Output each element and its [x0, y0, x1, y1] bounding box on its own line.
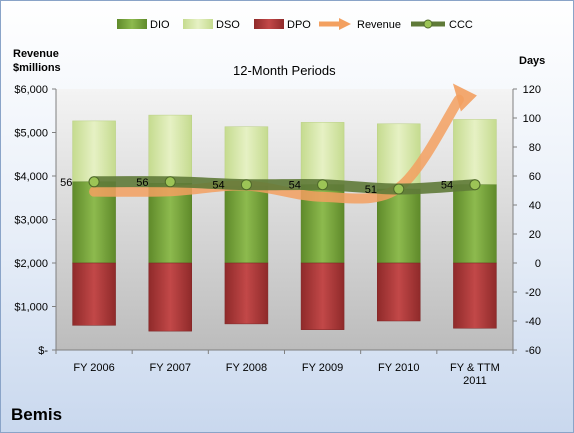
- dso-bar: [72, 120, 116, 183]
- dso-bar: [300, 122, 345, 185]
- legend-label: DSO: [216, 19, 240, 31]
- dpo-bar: [377, 262, 421, 322]
- right-axis-title: Days: [519, 55, 545, 67]
- dpo-bar: [148, 262, 192, 332]
- legend-swatch: [254, 19, 284, 29]
- ccc-point: [469, 179, 481, 191]
- x-tick-label: 2011: [463, 375, 487, 387]
- left-tick-label: $1,000: [14, 302, 48, 314]
- ccc-point: [317, 179, 329, 191]
- right-tick-label: 20: [529, 229, 541, 241]
- ccc-data-label: 56: [136, 177, 148, 189]
- dio-bar: [224, 185, 269, 264]
- dio-bar: [453, 184, 497, 264]
- x-tick-label: FY 2007: [150, 362, 191, 374]
- legend-label: DIO: [150, 19, 170, 31]
- left-axis-title-line-1: Revenue: [13, 48, 59, 60]
- right-tick-label: 0: [535, 258, 541, 270]
- axes: $- $1,000 $2,000 $3,000 $4,000 $5,000 $6,000 -6…: [14, 84, 541, 387]
- dpo-bar: [224, 262, 269, 325]
- x-tick-label: FY 2008: [226, 362, 267, 374]
- x-tick-label: FY 2010: [378, 362, 419, 374]
- dio-bar: [377, 188, 421, 264]
- revenue-line: [89, 94, 464, 204]
- right-tick-label: 60: [529, 171, 541, 183]
- ccc-data-label: 56: [60, 177, 72, 189]
- ccc-data-label: 51: [365, 184, 377, 196]
- right-tick-label: -20: [525, 287, 541, 299]
- legend-label: DPO: [287, 19, 311, 31]
- left-tick-label: $2,000: [14, 258, 48, 270]
- x-tick-label: FY 2006: [73, 362, 114, 374]
- dpo-bar: [300, 262, 345, 330]
- revenue-arrowhead: [452, 83, 477, 112]
- right-tick-label: -40: [525, 316, 541, 328]
- right-tick-label: -60: [525, 345, 541, 357]
- line-series: 56 56 54 54 51 54: [60, 83, 481, 204]
- ccc-data-label: 54: [441, 180, 453, 192]
- legend-swatch-arrow: [339, 18, 351, 30]
- chart-title: 12-Month Periods: [233, 63, 336, 78]
- legend: DIO DSO DPO Revenue CCC: [117, 18, 473, 31]
- dso-bar: [224, 126, 269, 187]
- legend-label: Revenue: [357, 19, 401, 31]
- left-tick-label: $6,000: [14, 84, 48, 96]
- ccc-data-label: 54: [212, 180, 224, 192]
- right-tick-label: 80: [529, 142, 541, 154]
- legend-swatch: [183, 19, 213, 29]
- ccc-point: [164, 176, 176, 188]
- left-tick-label: $5,000: [14, 128, 48, 140]
- right-tick-label: 100: [523, 113, 541, 125]
- legend-swatch: [117, 19, 147, 29]
- legend-label: CCC: [449, 19, 473, 31]
- left-axis-title-line-2: $millions: [13, 62, 61, 74]
- dso-bar: [453, 119, 497, 185]
- ccc-point: [88, 176, 100, 188]
- company-name: Bemis: [11, 405, 63, 424]
- dso-bar: [148, 114, 192, 184]
- right-tick-label: 120: [523, 84, 541, 96]
- dpo-bar: [72, 262, 116, 326]
- x-tick-label: FY & TTM: [450, 362, 500, 374]
- ccc-data-label: 54: [289, 180, 301, 192]
- right-tick-label: 40: [529, 200, 541, 212]
- legend-swatch-marker: [423, 19, 433, 29]
- ccc-point: [393, 183, 405, 195]
- x-tick-label: FY 2009: [302, 362, 343, 374]
- dpo-bar: [453, 262, 497, 329]
- left-tick-label: $4,000: [14, 171, 48, 183]
- left-tick-label: $-: [38, 345, 48, 357]
- left-tick-label: $3,000: [14, 215, 48, 227]
- ccc-point: [240, 179, 252, 191]
- ccc-line: [88, 176, 481, 195]
